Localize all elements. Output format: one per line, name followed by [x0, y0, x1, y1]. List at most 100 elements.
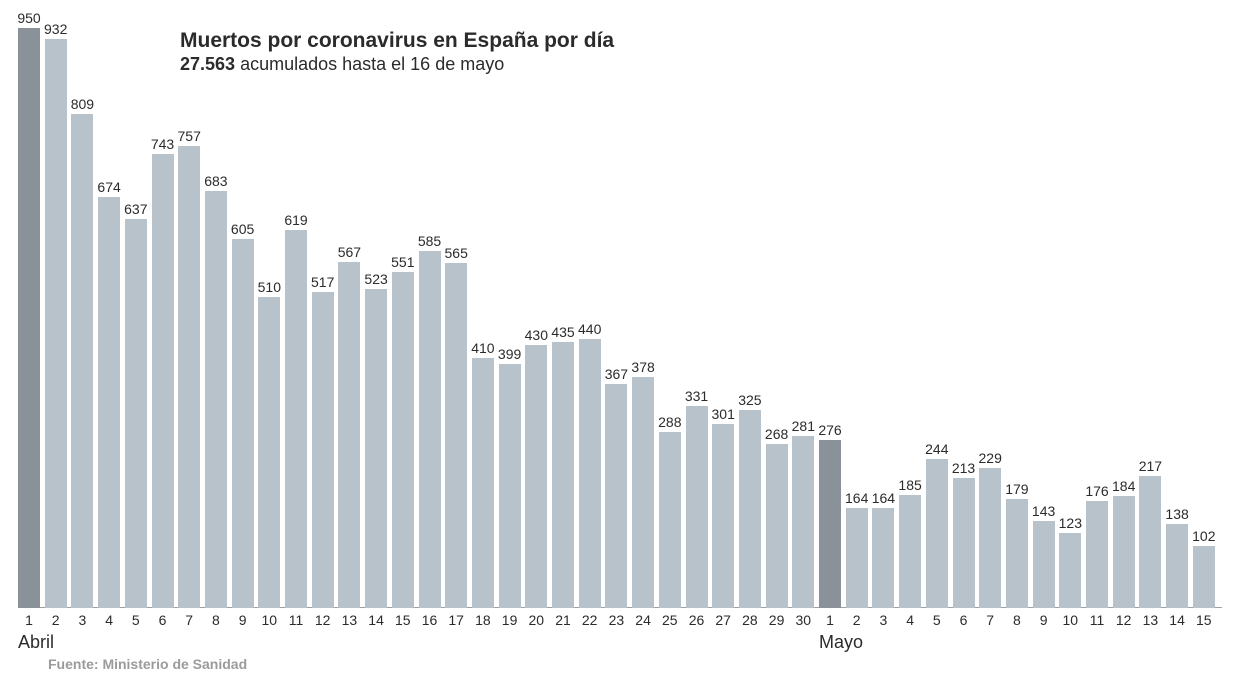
x-tick-label: 19: [502, 612, 518, 628]
bar: 440: [579, 339, 601, 608]
plot-area: 9509328096746377437576836055106195175675…: [18, 28, 1222, 608]
bar-value-label: 301: [712, 406, 735, 422]
bar: 950: [18, 28, 40, 608]
x-tick-label: 24: [635, 612, 651, 628]
x-tick-label: 14: [368, 612, 384, 628]
x-tick-label: 25: [662, 612, 678, 628]
x-tick-label: 28: [742, 612, 758, 628]
bar: 229: [979, 468, 1001, 608]
bar: 244: [926, 459, 948, 608]
bar-value-label: 430: [525, 327, 548, 343]
x-tick-label: 1: [25, 612, 33, 628]
x-tick-label: 2: [52, 612, 60, 628]
bar: 567: [338, 262, 360, 608]
bar-value-label: 325: [738, 392, 761, 408]
bar: 123: [1059, 533, 1081, 608]
x-tick-label: 13: [342, 612, 358, 628]
bar-value-label: 605: [231, 221, 254, 237]
bar-value-label: 164: [845, 490, 868, 506]
bar-value-label: 551: [391, 254, 414, 270]
bar-value-label: 176: [1085, 483, 1108, 499]
x-tick-label: 13: [1143, 612, 1159, 628]
bar-value-label: 268: [765, 426, 788, 442]
x-axis-labels: 1234567891011121314151617181920212223242…: [18, 612, 1222, 632]
bar-value-label: 367: [605, 366, 628, 382]
bar-value-label: 164: [872, 490, 895, 506]
bar: 619: [285, 230, 307, 608]
bar-value-label: 410: [471, 340, 494, 356]
x-tick-label: 15: [1196, 612, 1212, 628]
x-tick-label: 30: [796, 612, 812, 628]
bar: 164: [872, 508, 894, 608]
bar-value-label: 331: [685, 388, 708, 404]
x-tick-label: 26: [689, 612, 705, 628]
bar-value-label: 950: [17, 10, 40, 26]
month-label: Abril: [18, 632, 54, 653]
bar: 288: [659, 432, 681, 608]
bar-value-label: 683: [204, 173, 227, 189]
bar: 184: [1113, 496, 1135, 608]
bar: 143: [1033, 521, 1055, 608]
bar: 268: [766, 444, 788, 608]
bar-value-label: 185: [898, 477, 921, 493]
bar: 399: [499, 364, 521, 608]
bar-value-label: 440: [578, 321, 601, 337]
x-tick-label: 11: [289, 612, 304, 628]
x-tick-label: 10: [1063, 612, 1079, 628]
bar-value-label: 138: [1165, 506, 1188, 522]
x-tick-label: 3: [879, 612, 887, 628]
x-tick-label: 16: [422, 612, 438, 628]
x-tick-label: 29: [769, 612, 785, 628]
bar-value-label: 619: [284, 212, 307, 228]
bar-value-label: 567: [338, 244, 361, 260]
bar: 138: [1166, 524, 1188, 608]
x-tick-label: 20: [529, 612, 545, 628]
bar: 213: [953, 478, 975, 608]
bar: 367: [605, 384, 627, 608]
x-tick-label: 8: [212, 612, 220, 628]
x-tick-label: 27: [715, 612, 731, 628]
bar-value-label: 565: [445, 245, 468, 261]
bar: 517: [312, 292, 334, 608]
bar-value-label: 523: [364, 271, 387, 287]
bar: 331: [686, 406, 708, 608]
bar: 217: [1139, 476, 1161, 608]
bar-value-label: 435: [551, 324, 574, 340]
x-tick-label: 17: [448, 612, 464, 628]
x-tick-label: 21: [555, 612, 571, 628]
bar: 102: [1193, 546, 1215, 608]
bar-value-label: 244: [925, 441, 948, 457]
bar-value-label: 674: [97, 179, 120, 195]
bar-value-label: 123: [1059, 515, 1082, 531]
month-label: Mayo: [819, 632, 863, 653]
x-tick-label: 18: [475, 612, 491, 628]
x-tick-label: 8: [1013, 612, 1021, 628]
x-tick-label: 12: [315, 612, 331, 628]
x-tick-label: 11: [1090, 612, 1105, 628]
bar: 743: [152, 154, 174, 608]
bar: 185: [899, 495, 921, 608]
bar-value-label: 517: [311, 274, 334, 290]
bar: 164: [846, 508, 868, 608]
bar: 179: [1006, 499, 1028, 608]
bar-value-label: 213: [952, 460, 975, 476]
bar-value-label: 743: [151, 136, 174, 152]
source-text: Fuente: Ministerio de Sanidad: [48, 656, 247, 672]
x-tick-label: 15: [395, 612, 411, 628]
bar: 430: [525, 345, 547, 608]
bar: 757: [178, 146, 200, 608]
x-tick-label: 10: [262, 612, 278, 628]
bar-value-label: 102: [1192, 528, 1215, 544]
x-tick-label: 9: [1040, 612, 1048, 628]
x-tick-label: 1: [826, 612, 834, 628]
x-tick-label: 6: [159, 612, 167, 628]
bar-value-label: 809: [71, 96, 94, 112]
x-tick-label: 5: [132, 612, 140, 628]
bar: 637: [125, 219, 147, 608]
bar-value-label: 399: [498, 346, 521, 362]
bar: 176: [1086, 501, 1108, 608]
x-tick-label: 3: [78, 612, 86, 628]
x-tick-label: 4: [105, 612, 113, 628]
x-tick-label: 7: [986, 612, 994, 628]
bar-value-label: 510: [258, 279, 281, 295]
